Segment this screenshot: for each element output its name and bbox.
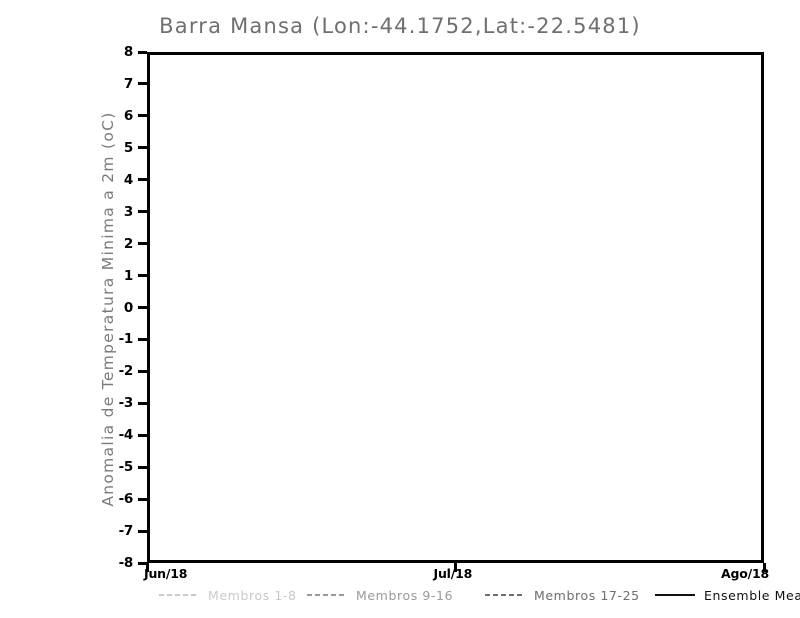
y-axis-tick-label: -6 <box>118 491 134 508</box>
y-axis-tick-label: 3 <box>123 203 133 220</box>
y-axis-tick-label: 7 <box>123 75 133 92</box>
y-axis-tick-label: -3 <box>118 395 134 412</box>
y-axis-tick-label: -8 <box>118 555 134 571</box>
legend-item[interactable]: Membros 1-8 <box>159 586 297 604</box>
y-axis-tick <box>138 50 147 54</box>
y-axis-tick <box>138 337 147 341</box>
plot-frame <box>147 52 764 563</box>
y-axis-tick <box>138 561 147 565</box>
x-axis-tick <box>145 563 149 572</box>
y-axis-tick <box>138 274 147 278</box>
legend-label: Membros 9-16 <box>356 587 454 603</box>
y-axis-tick-label: 8 <box>123 44 133 60</box>
y-axis-tick-label: 2 <box>123 235 133 252</box>
y-axis-tick <box>138 369 147 373</box>
y-axis-tick <box>138 529 147 533</box>
y-axis-tick <box>138 306 147 309</box>
y-axis-tick <box>138 401 147 405</box>
y-axis-tick-label: -2 <box>118 363 134 380</box>
legend-label: Membros 1-8 <box>208 587 297 603</box>
y-axis-tick-label: -4 <box>118 427 134 444</box>
legend-label: Membros 17-25 <box>534 587 640 603</box>
legend-swatch <box>655 593 695 597</box>
x-axis-tick <box>762 563 766 572</box>
y-axis-tick <box>138 146 147 150</box>
y-axis-tick-label: 5 <box>123 139 133 156</box>
y-axis-tick <box>138 433 147 437</box>
x-axis-tick-label: Ago/18 <box>721 566 769 581</box>
y-axis-tick-label: 0 <box>123 299 133 316</box>
y-axis-tick-label: -1 <box>118 331 134 348</box>
chart-title: Barra Mansa (Lon:-44.1752,Lat:-22.5481) <box>159 14 641 38</box>
legend-label: Ensemble Mean <box>704 587 800 603</box>
y-axis-tick-label: -7 <box>118 523 134 540</box>
y-axis-tick <box>138 465 147 469</box>
legend-swatch <box>159 594 199 596</box>
legend-item[interactable]: Membros 17-25 <box>485 586 640 604</box>
y-axis-tick-label: 1 <box>123 267 133 284</box>
legend-item[interactable]: Membros 9-16 <box>307 586 453 604</box>
y-axis-tick <box>138 114 147 118</box>
x-axis-tick <box>454 563 457 572</box>
y-axis-tick-label: 6 <box>123 107 133 124</box>
x-axis-tick-label: Jun/18 <box>144 566 188 581</box>
y-axis-tick <box>138 497 147 501</box>
chart-legend: Membros 1-8 Membros 9-16 Membros 17-25 Ense… <box>147 586 800 606</box>
y-axis-tick <box>138 82 147 86</box>
y-axis-tick <box>138 242 147 246</box>
y-axis-tick <box>138 210 147 214</box>
legend-swatch <box>307 594 347 596</box>
legend-item[interactable]: Ensemble Mean <box>655 586 800 604</box>
y-axis-tick-label: 4 <box>123 171 133 188</box>
y-axis-tick-label: -5 <box>118 459 134 476</box>
y-axis-tick <box>138 178 147 182</box>
x-axis-tick-label: Jul/18 <box>433 566 473 581</box>
legend-swatch <box>485 594 525 596</box>
